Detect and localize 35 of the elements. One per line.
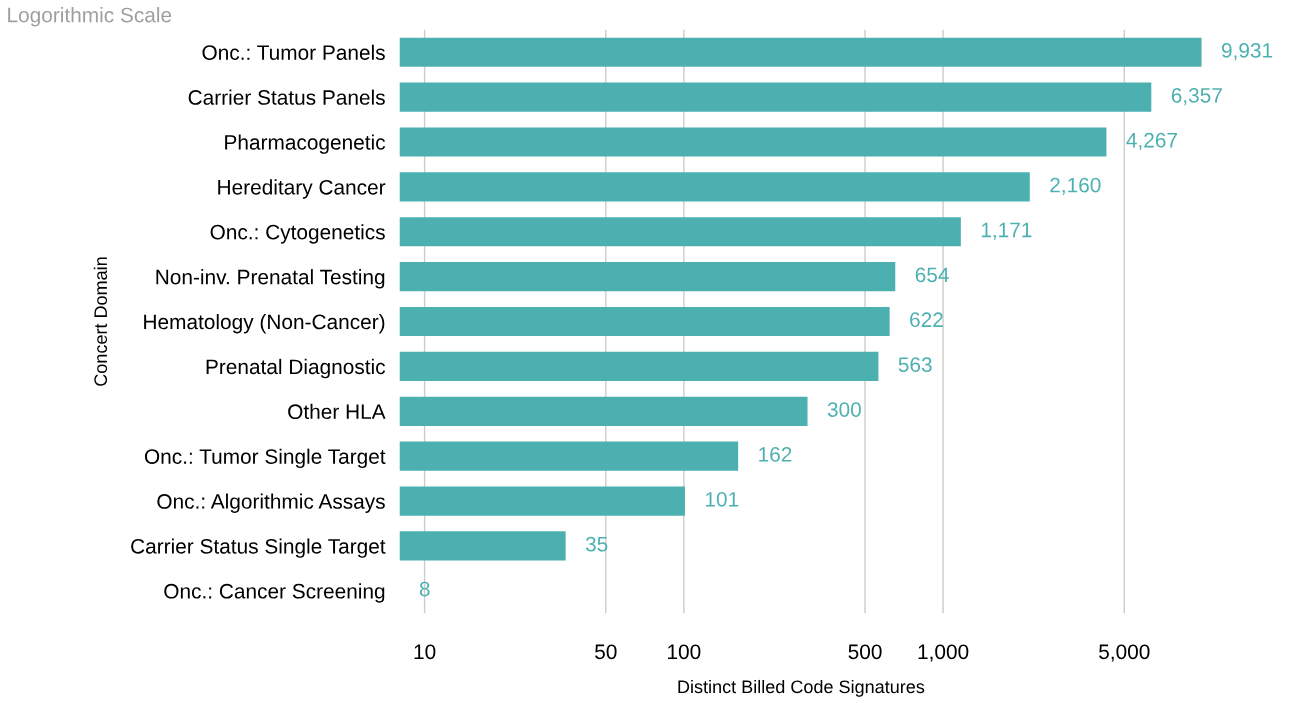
y-tick-label: Onc.: Cytogenetics bbox=[210, 224, 385, 244]
x-tick-label: 5,000 bbox=[1099, 644, 1150, 662]
x-tick-label: 10 bbox=[414, 644, 436, 660]
data-label: 622 bbox=[910, 312, 943, 328]
data-label: 162 bbox=[759, 447, 792, 462]
data-label: 8 bbox=[419, 581, 430, 597]
y-tick-label: Pharmacogenetic bbox=[225, 134, 386, 154]
text: Logorithmic Scale bbox=[8, 7, 172, 27]
y-tick-label: Carrier Status Single Target bbox=[131, 538, 386, 558]
x-tick-label: 1,000 bbox=[918, 644, 969, 662]
data-label: 101 bbox=[705, 491, 739, 507]
y-tick-label: Onc.: Tumor Panels bbox=[202, 44, 385, 60]
data-label: 35 bbox=[585, 536, 608, 552]
x-tick-label: 500 bbox=[848, 644, 882, 660]
data-label: 300 bbox=[827, 402, 861, 417]
x-tick-label: 50 bbox=[595, 644, 617, 660]
data-label: 4,267 bbox=[1126, 132, 1177, 151]
y-tick-label: Onc.: Cancer Screening bbox=[164, 583, 385, 603]
data-label: 2,160 bbox=[1050, 177, 1101, 195]
x-tick-label: 100 bbox=[668, 644, 701, 660]
y-tick-label: Carrier Status Panels bbox=[188, 89, 385, 105]
y-tick-label: Other HLA bbox=[288, 403, 386, 420]
y-tick-label: Onc.: Algorithmic Assays bbox=[157, 493, 385, 513]
data-label: 563 bbox=[898, 357, 932, 373]
data-label: 1,171 bbox=[981, 222, 1032, 240]
y-tick-label: Prenatal Diagnostic bbox=[206, 358, 386, 379]
data-label: 654 bbox=[915, 267, 949, 283]
data-label: 9,931 bbox=[1221, 43, 1273, 61]
y-tick-label: Onc.: Tumor Single Target bbox=[144, 448, 386, 469]
y-tick-label: Hematology (Non-Cancer) bbox=[144, 313, 385, 334]
y-tick-label: Non-inv. Prenatal Testing bbox=[156, 269, 385, 289]
y-tick-label: Hereditary Cancer bbox=[218, 179, 386, 199]
data-label: 6,357 bbox=[1171, 87, 1222, 106]
x-axis-title: Distinct Billed Code Signatures bbox=[678, 679, 925, 697]
y-axis-title: Concert Domain bbox=[93, 257, 108, 386]
